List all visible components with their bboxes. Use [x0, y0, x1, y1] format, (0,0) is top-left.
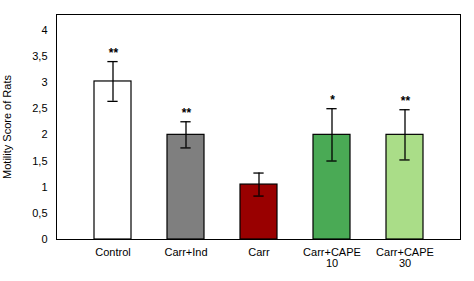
svg-text:**: **	[108, 46, 119, 60]
svg-text:0: 0	[41, 233, 47, 245]
svg-text:Motility Score of Rats: Motility Score of Rats	[1, 75, 13, 179]
svg-text:0,5: 0,5	[32, 207, 47, 219]
svg-text:4: 4	[41, 24, 47, 36]
svg-text:2,5: 2,5	[32, 102, 47, 114]
svg-text:1,5: 1,5	[32, 155, 47, 167]
svg-text:Control: Control	[95, 246, 130, 258]
svg-text:Carr+Ind: Carr+Ind	[164, 246, 207, 258]
svg-text:Carr+CAPE30: Carr+CAPE30	[376, 246, 434, 269]
svg-text:**: **	[400, 94, 411, 108]
svg-text:Carr: Carr	[248, 246, 270, 258]
svg-text:3,5: 3,5	[32, 50, 47, 62]
svg-text:2: 2	[41, 128, 47, 140]
svg-text:1: 1	[41, 181, 47, 193]
svg-text:3: 3	[41, 76, 47, 88]
svg-text:*: *	[330, 93, 336, 107]
svg-text:Carr+CAPE10: Carr+CAPE10	[303, 246, 361, 269]
svg-text:**: **	[181, 106, 192, 120]
